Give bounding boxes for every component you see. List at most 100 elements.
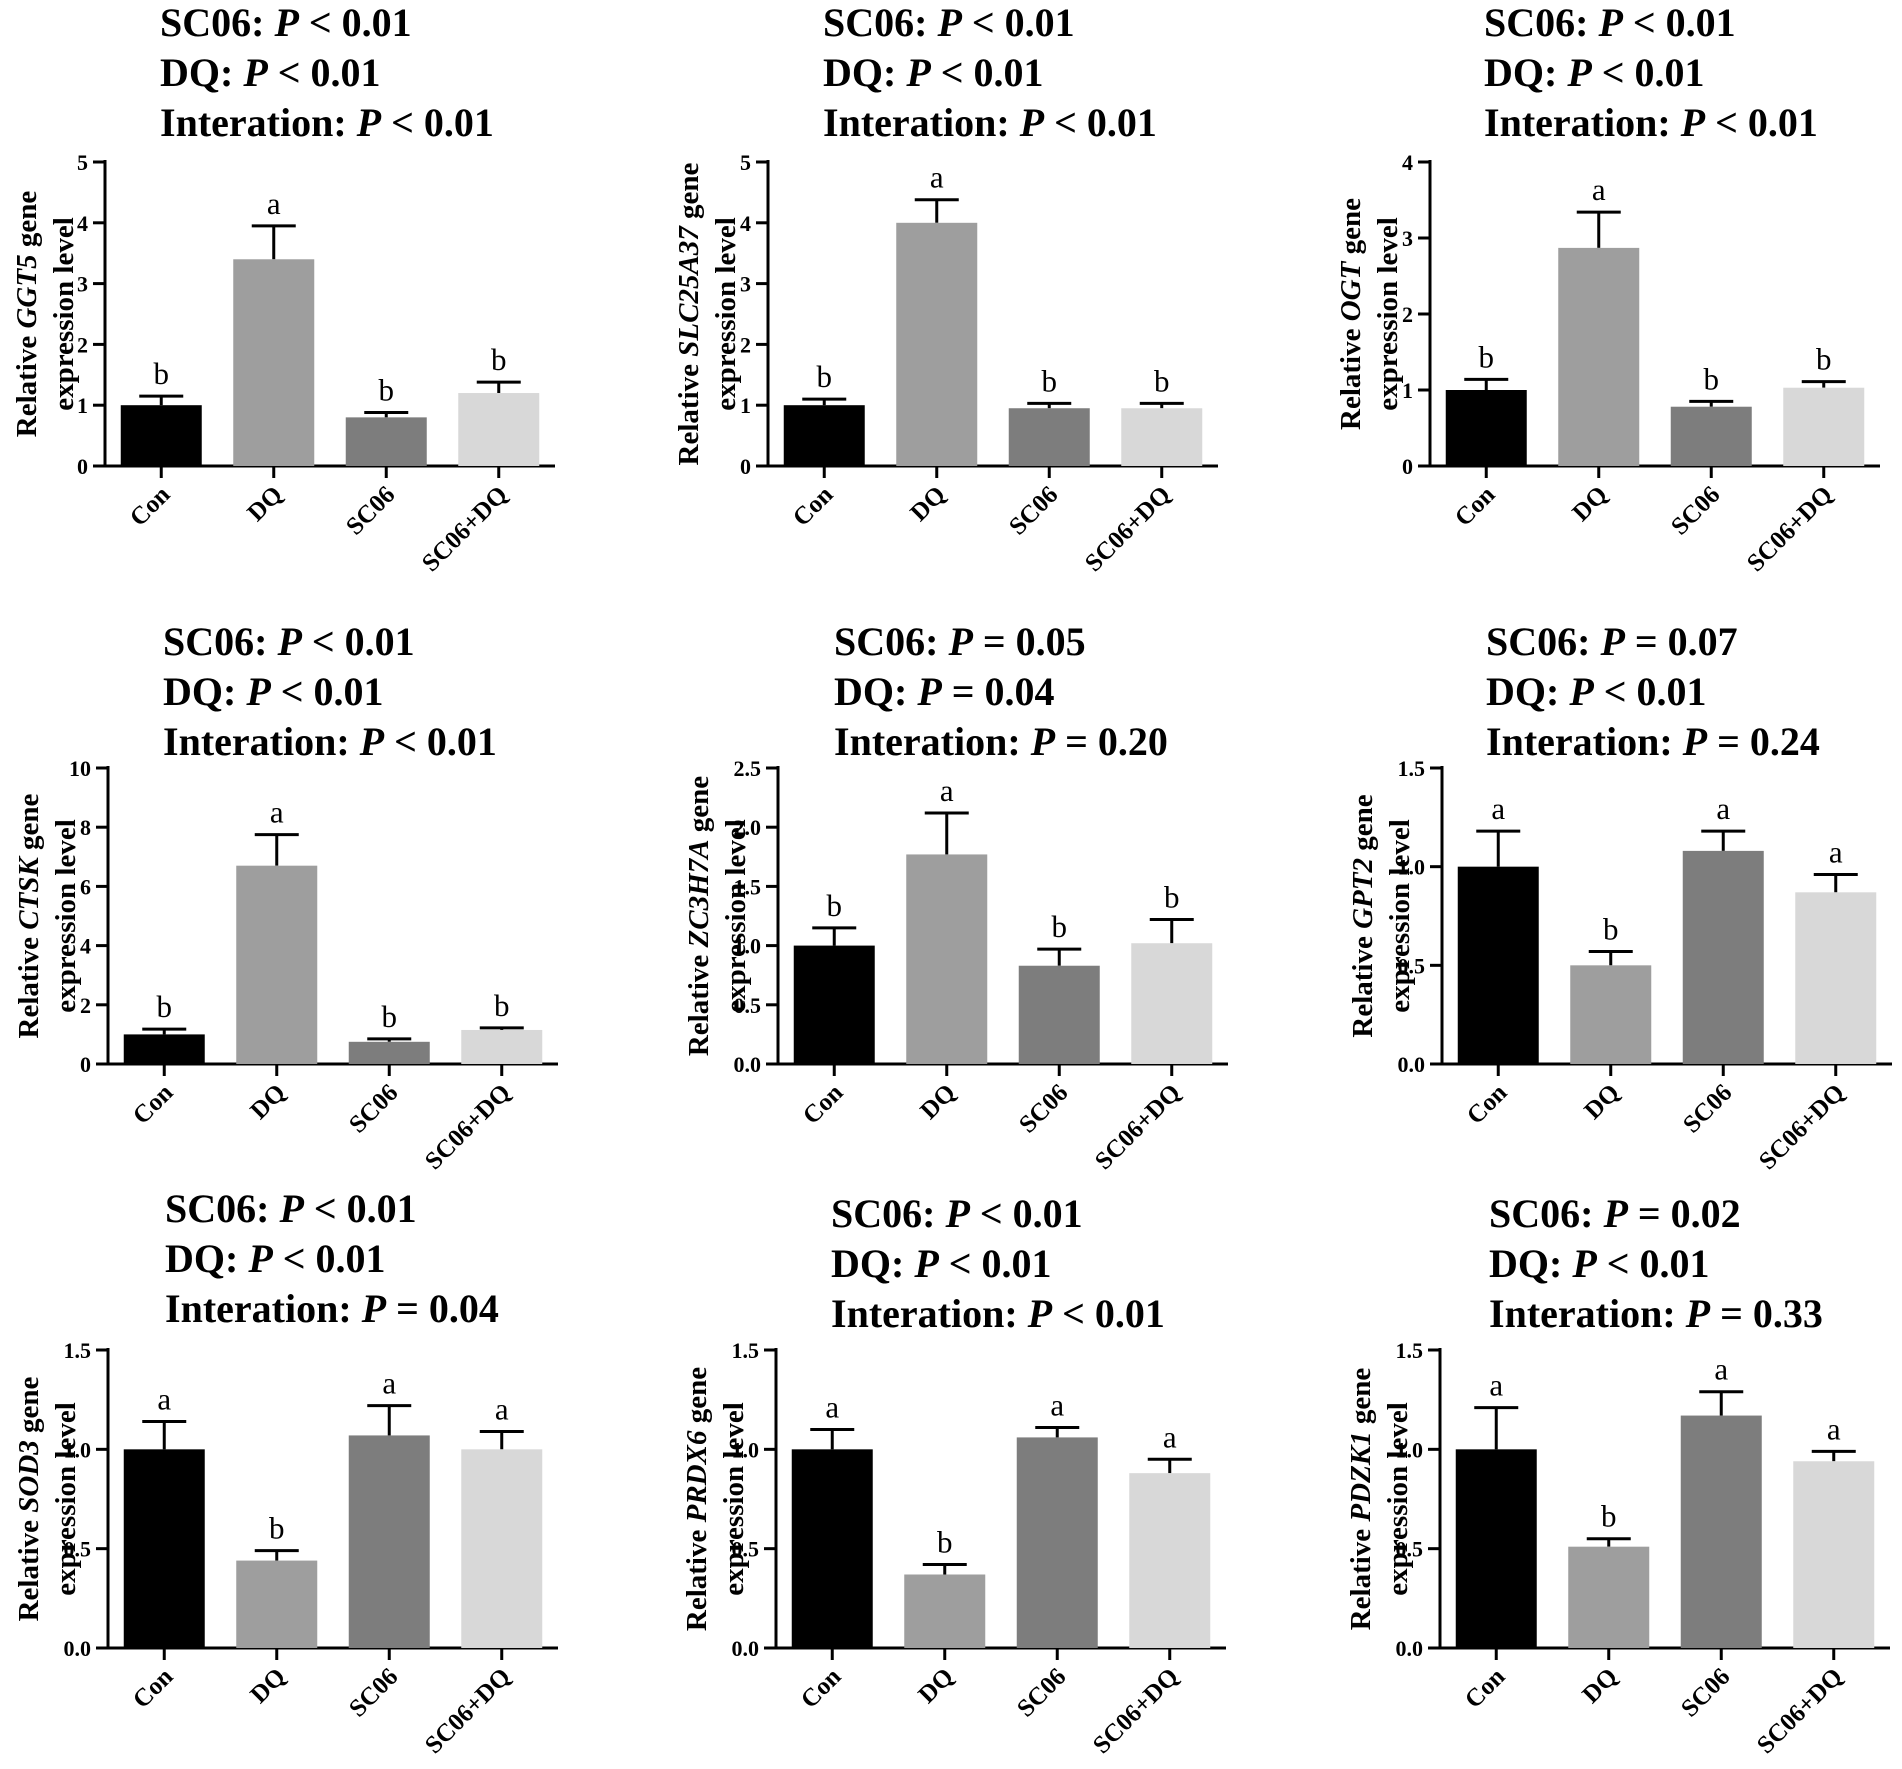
panel-title-line: Interation: P < 0.01: [823, 100, 1157, 145]
significance-letter: b: [817, 359, 833, 394]
y-tick-label: 2.5: [734, 756, 762, 781]
chart-panel-sod3: SC06: P < 0.01 DQ: P < 0.01 Interation: P …: [13, 1186, 558, 1759]
category-label: SC06: [1012, 1663, 1071, 1722]
significance-letter: a: [157, 1382, 171, 1417]
category-label: DQ: [245, 1079, 291, 1125]
bar-con: [791, 1449, 873, 1648]
category-label: SC06: [1676, 1663, 1735, 1722]
y-tick-label: 5: [740, 150, 751, 175]
bar-con: [123, 1449, 205, 1648]
panel-title-line: DQ: P < 0.01: [1484, 50, 1705, 95]
significance-letter: a: [930, 160, 944, 195]
y-axis-label: Relative OGT gene: [1335, 198, 1367, 430]
significance-letter: a: [825, 1389, 839, 1424]
panel-title-line: Interation: P = 0.24: [1486, 719, 1820, 764]
y-axis-label: Relative CTSK gene: [13, 793, 45, 1038]
chart-panel-slc25a37: SC06: P < 0.01 DQ: P < 0.01 Interation: P …: [673, 0, 1218, 577]
y-tick-label: 8: [80, 815, 91, 840]
y-tick-label: 1.0: [732, 1437, 760, 1462]
significance-letter: b: [157, 989, 173, 1024]
significance-letter: b: [1042, 363, 1058, 398]
bar-sc06: [348, 1041, 430, 1064]
bar-dq: [236, 865, 318, 1064]
category-label: SC06+DQ: [1742, 481, 1838, 577]
panel-title-line: SC06: P = 0.02: [1489, 1191, 1741, 1236]
significance-letter: a: [1491, 791, 1505, 826]
chart-panel-prdx6: SC06: P < 0.01 DQ: P < 0.01 Interation: P …: [681, 1191, 1226, 1759]
y-tick-label: 1.5: [64, 1338, 92, 1363]
significance-letter: b: [1154, 363, 1170, 398]
significance-letter: a: [382, 1366, 396, 1401]
panel-title-line: SC06: P < 0.01: [165, 1186, 417, 1231]
significance-letter: a: [1163, 1419, 1177, 1454]
significance-letter: b: [1164, 880, 1180, 915]
bar-sc06: [348, 1435, 430, 1648]
significance-letter: b: [1816, 342, 1832, 377]
bar-dq: [1570, 965, 1652, 1064]
category-label: Con: [1460, 1663, 1511, 1714]
category-label: DQ: [242, 481, 288, 527]
y-tick-label: 1.0: [1398, 855, 1426, 880]
bar-dq: [236, 1560, 318, 1648]
significance-letter: a: [495, 1391, 509, 1426]
panel-title-line: DQ: P < 0.01: [1486, 669, 1707, 714]
y-tick-label: 0.0: [64, 1636, 92, 1661]
bar-sc06: [1018, 965, 1100, 1064]
category-label: SC06+DQ: [420, 1663, 516, 1759]
bar-sc06: [1016, 1437, 1098, 1648]
panel-title-line: SC06: P < 0.01: [1484, 0, 1736, 45]
y-tick-label: 1: [77, 393, 88, 418]
panel-title-line: SC06: P = 0.07: [1486, 619, 1738, 664]
significance-letter: b: [937, 1525, 953, 1560]
panel-title-line: DQ: P < 0.01: [1489, 1241, 1710, 1286]
y-axis-label-line2: expression level: [50, 819, 82, 1013]
y-axis-label-line2: expression level: [50, 1402, 82, 1596]
panel-title-line: SC06: P < 0.01: [163, 619, 415, 664]
significance-letter: b: [1479, 339, 1495, 374]
significance-letter: b: [494, 988, 510, 1023]
bar-dq: [904, 1574, 986, 1648]
bar-sc06-dq: [1131, 943, 1213, 1064]
y-tick-label: 2: [740, 332, 751, 357]
y-tick-label: 0.5: [64, 1537, 92, 1562]
panel-title-line: SC06: P < 0.01: [160, 0, 412, 45]
y-axis-label: Relative SOD3 gene: [13, 1376, 45, 1621]
bar-sc06-dq: [461, 1029, 543, 1064]
category-label: Con: [128, 1663, 179, 1714]
y-tick-label: 3: [77, 272, 88, 297]
y-tick-label: 2: [80, 993, 91, 1018]
y-tick-label: 4: [1402, 150, 1413, 175]
category-label: SC06: [344, 1079, 403, 1138]
bar-dq: [906, 854, 988, 1064]
y-tick-label: 1.5: [1398, 756, 1426, 781]
category-label: SC06: [1014, 1079, 1073, 1138]
bar-sc06: [1008, 408, 1090, 466]
panel-title-line: DQ: P < 0.01: [163, 669, 384, 714]
y-axis-label-line2: expression level: [710, 217, 742, 411]
panel-title-line: DQ: P = 0.04: [834, 669, 1055, 714]
significance-letter: a: [1829, 835, 1843, 870]
significance-letter: b: [379, 372, 395, 407]
y-tick-label: 0.5: [1396, 1537, 1424, 1562]
bar-sc06-dq: [1793, 1461, 1875, 1648]
panel-title-line: SC06: P < 0.01: [831, 1191, 1083, 1236]
y-tick-label: 4: [77, 211, 88, 236]
y-tick-label: 4: [80, 934, 91, 959]
y-axis-label: Relative GPT2 gene: [1347, 794, 1379, 1037]
y-tick-label: 1: [740, 393, 751, 418]
y-tick-label: 0.5: [732, 1537, 760, 1562]
y-tick-label: 1.5: [734, 874, 762, 899]
significance-letter: a: [1489, 1368, 1503, 1403]
bar-sc06-dq: [1121, 408, 1203, 466]
y-tick-label: 4: [740, 211, 751, 236]
significance-letter: b: [827, 888, 843, 923]
bar-sc06-dq: [1795, 892, 1877, 1064]
y-axis-label-line2: expression level: [1384, 819, 1416, 1013]
y-tick-label: 3: [1402, 226, 1413, 251]
bar-con: [1445, 390, 1527, 466]
y-tick-label: 0: [1402, 454, 1413, 479]
panel-title-line: Interation: P < 0.01: [160, 100, 494, 145]
category-label: DQ: [245, 1663, 291, 1709]
y-tick-label: 0.0: [734, 1052, 762, 1077]
